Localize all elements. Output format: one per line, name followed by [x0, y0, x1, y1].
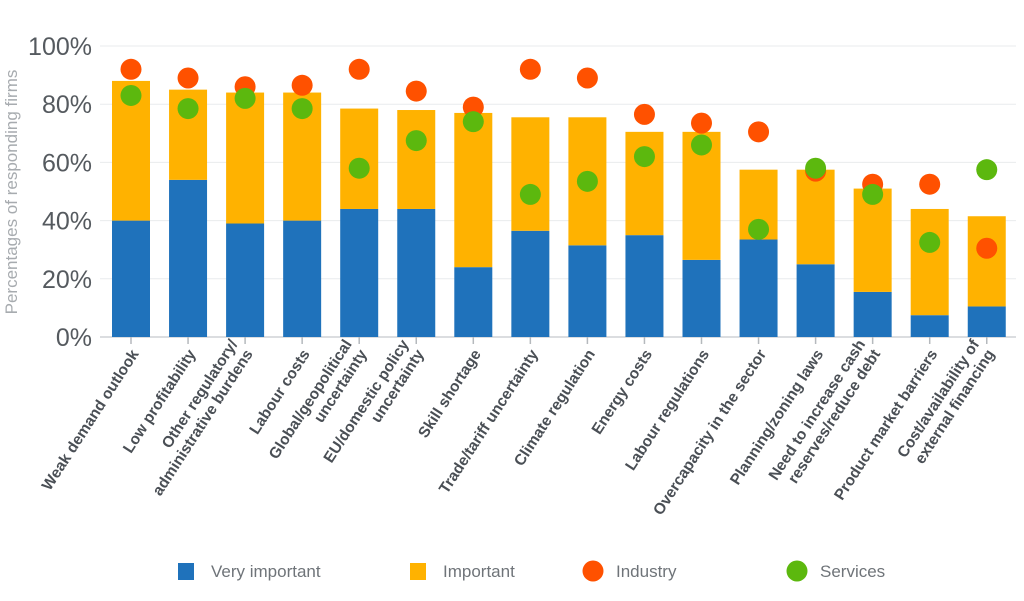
industry-dot [120, 58, 142, 80]
x-tick-label-line: Overcapacity in the sector [650, 347, 770, 519]
industry-dot [348, 58, 370, 80]
services-dot [291, 98, 313, 120]
very-important-bar [340, 208, 379, 337]
services-dot [748, 218, 770, 240]
legend-item: Important [410, 562, 515, 581]
legend: Very important Important Industry Services [178, 560, 885, 582]
legend-swatch-square [178, 563, 194, 580]
industry-dot [405, 80, 427, 102]
y-tick-label: 100% [28, 33, 92, 61]
very-important-bar [454, 267, 493, 337]
services-dot [805, 157, 827, 179]
very-important-bar [568, 245, 607, 337]
very-important-bar [682, 259, 721, 337]
legend-item: Industry [582, 560, 677, 582]
very-important-bar [625, 235, 664, 337]
dots [120, 58, 998, 259]
services-dot [462, 111, 484, 133]
y-tick-label: 60% [42, 149, 92, 177]
very-important-bar [910, 315, 949, 337]
services-dot [633, 146, 655, 168]
very-important-bar [967, 306, 1006, 337]
very-important-bar [796, 264, 835, 337]
services-dot [348, 157, 370, 179]
industry-dot [691, 112, 712, 134]
x-tick-label: Overcapacity in the sector [650, 347, 770, 519]
x-tick-label-line: Weak demand outlook [39, 346, 143, 493]
legend-label: Services [820, 562, 885, 581]
very-important-bar [112, 220, 150, 337]
industry-dot [462, 96, 484, 118]
y-axis-label: Percentages of responding firms [2, 70, 21, 315]
services-dot [405, 130, 427, 152]
services-dot [120, 84, 142, 106]
x-tick-label: Energy costs [589, 347, 656, 438]
services-dot [976, 159, 998, 181]
services-dot [919, 231, 941, 253]
very-important-bar [283, 220, 322, 337]
important-bar [796, 169, 835, 265]
very-important-bar [739, 239, 778, 337]
y-tick-label: 80% [42, 91, 92, 119]
services-dot [177, 98, 199, 120]
important-bar [967, 216, 1006, 307]
important-bar [853, 188, 892, 292]
services-dot [862, 183, 884, 205]
services-dot [691, 134, 712, 156]
legend-item: Very important [178, 562, 321, 581]
legend-label: Important [443, 562, 515, 581]
industry-dot [976, 237, 998, 259]
very-important-bar [226, 223, 265, 337]
important-bar [454, 112, 493, 268]
y-tick-label: 0% [56, 324, 92, 352]
legend-swatch-square [410, 563, 426, 580]
industry-dot [291, 74, 313, 96]
important-bar [397, 110, 436, 209]
important-bar [511, 117, 550, 231]
very-important-bar [169, 179, 208, 337]
services-dot [576, 170, 598, 192]
industry-dot [519, 58, 541, 80]
industry-dot [633, 103, 655, 125]
bars [112, 80, 1006, 337]
important-bar [910, 208, 949, 316]
y-tick-label: 40% [42, 208, 92, 236]
industry-dot [177, 67, 199, 89]
industry-dot [919, 173, 941, 195]
y-tick-label: 20% [42, 266, 92, 294]
legend-label: Industry [616, 562, 677, 581]
very-important-bar [853, 291, 892, 337]
important-bar [226, 92, 265, 224]
industry-dot [748, 121, 770, 143]
services-dot [234, 87, 256, 109]
x-tick-label-line: administrative burdens [150, 347, 257, 499]
legend-label: Very important [211, 562, 321, 581]
y-axis: 0% 20% 40% 60% 80% 100% [28, 33, 92, 352]
legend-swatch-circle [786, 560, 808, 582]
x-tick-label-line: Trade/tariff uncertainty [436, 346, 542, 496]
legend-swatch-circle [582, 560, 604, 582]
services-dot [519, 183, 541, 205]
industry-dot [576, 67, 598, 89]
very-important-bar [397, 208, 436, 337]
x-tick-label-line: Energy costs [589, 347, 656, 438]
very-important-bar [511, 230, 550, 337]
x-tick-label: Trade/tariff uncertainty [436, 346, 542, 496]
x-tick-label: Weak demand outlook [39, 346, 143, 493]
legend-item: Services [786, 560, 885, 582]
